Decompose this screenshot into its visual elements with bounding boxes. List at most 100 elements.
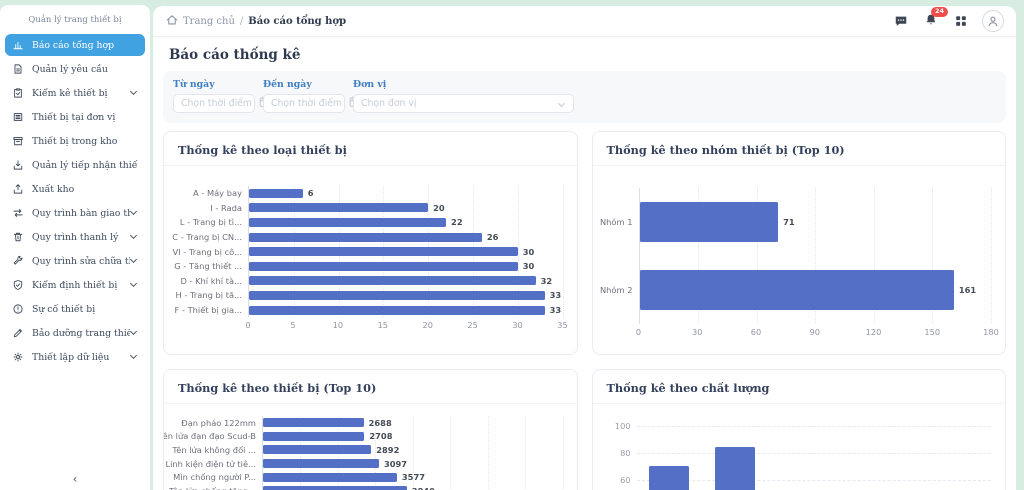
bar	[639, 202, 779, 242]
apps-grid-icon[interactable]	[952, 12, 970, 30]
bar	[263, 445, 372, 455]
axis-tick-label: 5	[290, 320, 296, 331]
alert-circle-icon	[12, 303, 24, 315]
value-label: 33	[549, 305, 562, 316]
trash-icon	[12, 231, 24, 243]
category-label: A - Máy bay	[193, 188, 242, 199]
bar-chart-icon	[12, 39, 24, 51]
unit-select[interactable]: Chọn đơn vị	[353, 94, 574, 113]
value-label: 26	[486, 232, 499, 243]
sidebar-item-bao-duong[interactable]: Bảo dưỡng trang thiết bị	[5, 322, 145, 344]
card-header: Thống kê theo nhóm thiết bị (Top 10)	[592, 132, 1005, 166]
bar-row: 3577	[263, 470, 563, 484]
chart-loai-thiet-bi: A - Máy bay I - Rada L - Trang bị tì... C -…	[164, 166, 577, 330]
sidebar-collapse-button[interactable]: ‹	[72, 472, 78, 486]
axis-tick-label: 60	[750, 327, 762, 337]
plot-area: 406080100	[615, 412, 991, 490]
gridline	[517, 186, 519, 318]
to-date-input[interactable]: Chọn thời điểm	[263, 94, 361, 113]
charts-grid: Thống kê theo loại thiết bị A - Máy bay I…	[163, 131, 1006, 490]
sidebar-item-kiem-dinh-thiet-bi[interactable]: Kiểm định thiết bị	[5, 274, 145, 296]
sidebar-item-label: Quản lý yêu cầu	[32, 63, 108, 75]
sidebar-title: Quản lý trang thiết bị	[28, 15, 122, 25]
from-date-placeholder: Chọn thời điểm	[181, 98, 252, 109]
category-label: G - Tăng thiết ...	[174, 261, 242, 272]
sidebar-item-bao-cao-tong-hop[interactable]: Báo cáo tổng hợp	[5, 34, 145, 56]
value-label: 6	[307, 188, 314, 199]
sidebar-item-label: Báo cáo tổng hợp	[32, 39, 115, 51]
gridline	[991, 188, 992, 324]
bar	[263, 418, 364, 428]
sidebar-item-thiet-bi-tai-don-vi[interactable]: Thiết bị tại đơn vị	[5, 106, 145, 128]
axis-tick-label: 30	[512, 320, 523, 331]
pencil-icon	[12, 327, 24, 339]
bar-row: 33	[249, 288, 563, 303]
bar	[249, 290, 545, 300]
sidebar-item-label: Kiểm định thiết bị	[32, 279, 118, 291]
sidebar-item-su-co-thiet-bi[interactable]: Sự cố thiết bị	[5, 298, 145, 320]
gridline	[375, 416, 377, 490]
chevron-down-icon	[130, 233, 138, 241]
category-label: C - Trang bị CN...	[172, 232, 242, 243]
gridline	[562, 186, 564, 318]
export-box-icon	[12, 183, 24, 195]
category-label: I - Rada	[210, 202, 242, 213]
notification-badge: 24	[931, 7, 949, 17]
sidebar-item-quy-trinh-ban-giao[interactable]: Quy trình bàn giao thiết bị	[5, 202, 145, 224]
category-labels: A - Máy bay I - Rada L - Trang bị tì... C -…	[172, 186, 248, 317]
plot-area: 71 161	[638, 188, 992, 324]
category-label: F - Thiết bị gia...	[174, 305, 242, 316]
breadcrumb-current: Báo cáo tổng hợp	[248, 15, 347, 27]
sidebar-item-label: Thiết lập dữ liệu	[32, 351, 110, 363]
axis-tick-label: 90	[809, 327, 820, 337]
to-date-label: Đến ngày	[263, 79, 312, 90]
sidebar-item-label: Thiết bị trong kho	[32, 135, 118, 147]
sidebar-item-quan-ly-tiep-nhan[interactable]: Quản lý tiếp nhận thiết bị	[5, 154, 145, 176]
breadcrumb-home[interactable]: Trang chủ	[183, 15, 235, 27]
chat-icon[interactable]	[892, 12, 910, 30]
bar	[639, 270, 954, 310]
category-labels: Nhóm 1 Nhóm 2	[600, 188, 639, 324]
hbar-chart: Đạn pháo 122mm Tên lửa đạn đạo Scud-B Tên …	[163, 416, 564, 490]
category-label: Tên lửa đạn đạo Scud-B	[163, 431, 256, 442]
from-date-input[interactable]: Chọn thời điểm	[173, 94, 271, 113]
sidebar-item-label: Bảo dưỡng trang thiết bị	[32, 327, 130, 339]
chart-card-loai-thiet-bi: Thống kê theo loại thiết bị A - Máy bay I…	[163, 131, 578, 355]
top-bar-icons: 24	[892, 7, 1004, 32]
sidebar-item-kiem-ke-thiet-bi[interactable]: Kiểm kê thiết bị	[5, 82, 145, 104]
sidebar-item-xuat-kho[interactable]: Xuất kho	[5, 178, 145, 200]
bar-row: 2892	[263, 443, 563, 457]
bar-row: 22	[249, 215, 563, 230]
sidebar-item-quy-trinh-thanh-ly[interactable]: Quy trình thanh lý	[5, 226, 145, 248]
bar	[249, 217, 447, 227]
hbar-chart: Nhóm 1 Nhóm 2 71 161	[600, 188, 992, 324]
axis-tick-label: 20	[422, 320, 433, 331]
sidebar-item-label: Quy trình bàn giao thiết bị	[32, 207, 130, 219]
chart-title: Thống kê theo nhóm thiết bị (Top 10)	[606, 143, 845, 157]
bar	[249, 247, 518, 257]
bar-row: 6	[249, 186, 563, 201]
receive-box-icon	[12, 159, 24, 171]
bar-row: 30	[249, 244, 563, 259]
axis-tick-label: 100	[614, 420, 631, 431]
transfer-arrows-icon	[12, 207, 24, 219]
sidebar-item-quan-ly-yeu-cau[interactable]: Quản lý yêu cầu	[5, 58, 145, 80]
category-labels: Đạn pháo 122mm Tên lửa đạn đạo Scud-B Tên …	[163, 416, 262, 490]
home-icon	[165, 13, 183, 29]
value-label: 161	[958, 285, 977, 295]
value-label: 3097	[383, 458, 408, 469]
axis-tick-label: 0	[635, 327, 642, 337]
bar	[249, 261, 518, 271]
value-label: 3840	[412, 486, 435, 490]
bar	[648, 466, 689, 490]
sidebar-item-quy-trinh-sua-chua[interactable]: Quy trình sửa chữa thiết bị	[5, 250, 145, 272]
sidebar-item-thiet-bi-trong-kho[interactable]: Thiết bị trong kho	[5, 130, 145, 152]
shield-check-icon	[12, 279, 24, 291]
bell-icon[interactable]: 24	[922, 7, 949, 30]
sidebar-item-thiet-lap-du-lieu[interactable]: Thiết lập dữ liệu	[5, 346, 145, 368]
bar-row: 2708	[263, 430, 563, 444]
user-avatar[interactable]	[982, 10, 1004, 32]
chevron-down-icon	[558, 100, 566, 108]
axis-tick-label: 15	[377, 320, 388, 331]
content-area: Báo cáo thống kê Từ ngày Chọn thời điểm …	[153, 37, 1016, 490]
